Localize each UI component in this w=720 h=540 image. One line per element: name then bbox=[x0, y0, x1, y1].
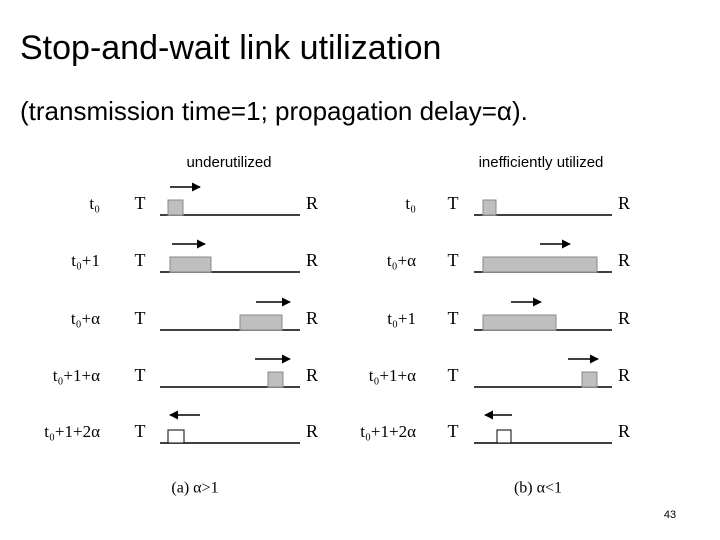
sender-label: T bbox=[135, 308, 146, 328]
time-label: t₀+1+α bbox=[53, 366, 100, 385]
time-label: t₀+1+2α bbox=[44, 422, 100, 441]
time-label: t₀+1 bbox=[387, 309, 416, 328]
receiver-label: R bbox=[306, 365, 318, 385]
slide-title: Stop-and-wait link utilization bbox=[20, 29, 441, 67]
packet bbox=[167, 429, 185, 444]
sender-label: T bbox=[135, 250, 146, 270]
time-label: t₀ bbox=[89, 194, 100, 213]
receiver-label: R bbox=[306, 250, 318, 270]
panel-heading: underutilized bbox=[186, 154, 271, 171]
sender-label: T bbox=[135, 421, 146, 441]
receiver-label: R bbox=[306, 308, 318, 328]
packet bbox=[267, 371, 284, 388]
sender-label: T bbox=[448, 421, 459, 441]
receiver-label: R bbox=[618, 193, 630, 213]
time-label: t₀+α bbox=[71, 309, 100, 328]
receiver-label: R bbox=[618, 250, 630, 270]
time-label: t₀ bbox=[405, 194, 416, 213]
panel-heading: inefficiently utilized bbox=[479, 154, 604, 171]
packet bbox=[167, 199, 184, 216]
sender-label: T bbox=[448, 365, 459, 385]
time-label: t₀+1+α bbox=[369, 366, 416, 385]
panel-caption: (a) α>1 bbox=[171, 480, 218, 497]
slide-subtitle: (transmission time=1; propagation delay=… bbox=[20, 96, 528, 126]
sender-label: T bbox=[448, 250, 459, 270]
page-number: 43 bbox=[664, 509, 676, 521]
receiver-label: R bbox=[618, 365, 630, 385]
receiver-label: R bbox=[306, 421, 318, 441]
time-label: t₀+1 bbox=[71, 251, 100, 270]
receiver-label: R bbox=[618, 421, 630, 441]
packet bbox=[482, 314, 557, 331]
packet bbox=[239, 314, 283, 331]
sender-label: T bbox=[135, 365, 146, 385]
time-label: t₀+α bbox=[387, 251, 416, 270]
sender-label: T bbox=[448, 308, 459, 328]
packet bbox=[482, 256, 598, 273]
receiver-label: R bbox=[618, 308, 630, 328]
packet bbox=[169, 256, 212, 273]
packet bbox=[482, 199, 497, 216]
sender-label: T bbox=[448, 193, 459, 213]
time-label: t₀+1+2α bbox=[360, 422, 416, 441]
packet bbox=[496, 429, 512, 444]
packet bbox=[581, 371, 598, 388]
panel-caption: (b) α<1 bbox=[514, 480, 562, 497]
sender-label: T bbox=[135, 193, 146, 213]
receiver-label: R bbox=[306, 193, 318, 213]
